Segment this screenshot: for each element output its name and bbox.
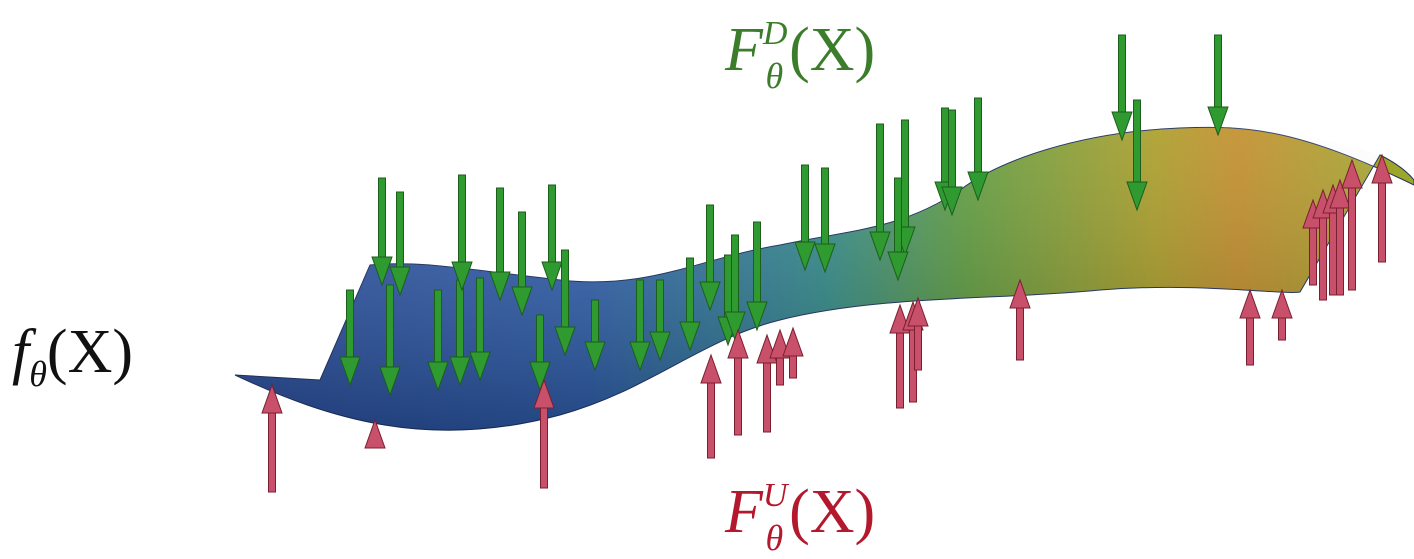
label-sup: D bbox=[762, 15, 788, 52]
label-sub: θ bbox=[29, 354, 47, 394]
arrow-shaft bbox=[1320, 218, 1327, 300]
force-arrow bbox=[542, 185, 562, 290]
arrow-shaft bbox=[562, 250, 569, 327]
label-args: (X) bbox=[789, 16, 875, 84]
force-arrow bbox=[701, 355, 721, 458]
arrow-shaft bbox=[708, 383, 715, 458]
arrow-shaft bbox=[790, 356, 797, 378]
label-sub: θ bbox=[765, 518, 783, 558]
arrow-shaft bbox=[657, 280, 664, 332]
arrow-shaft bbox=[764, 363, 771, 432]
arrow-shaft bbox=[537, 315, 544, 362]
diagram: fθ(X) FDθ(X) FUθ(X) bbox=[0, 0, 1414, 559]
arrow-shaft bbox=[1215, 35, 1222, 107]
arrow-shaft bbox=[497, 188, 504, 272]
arrow-head bbox=[1272, 290, 1292, 318]
arrow-shaft bbox=[477, 278, 484, 352]
label-base: F bbox=[724, 478, 764, 546]
force-arrow bbox=[728, 330, 748, 435]
arrow-shaft bbox=[1017, 308, 1024, 360]
arrow-shaft bbox=[541, 408, 548, 488]
force-arrow bbox=[1342, 160, 1362, 290]
arrow-shaft bbox=[435, 290, 442, 362]
arrow-shaft bbox=[1279, 318, 1286, 340]
force-arrow bbox=[770, 330, 790, 385]
arrow-shaft bbox=[895, 178, 902, 252]
arrow-shaft bbox=[897, 333, 904, 408]
arrow-shaft bbox=[877, 124, 884, 232]
label-sub: θ bbox=[765, 56, 783, 96]
force-arrow bbox=[1112, 35, 1132, 140]
arrow-shaft bbox=[725, 255, 732, 317]
arrow-head bbox=[701, 355, 721, 383]
force-arrow bbox=[1208, 35, 1228, 135]
label-args: (X) bbox=[47, 318, 133, 386]
arrow-shaft bbox=[637, 280, 644, 342]
label-sup: U bbox=[763, 477, 790, 514]
arrow-shaft bbox=[459, 175, 466, 262]
arrow-shaft bbox=[1379, 183, 1386, 262]
arrow-shaft bbox=[942, 108, 949, 182]
arrow-shaft bbox=[1119, 35, 1126, 112]
label-base: F bbox=[724, 16, 764, 84]
arrow-head bbox=[1240, 290, 1260, 318]
arrow-shaft bbox=[949, 110, 956, 187]
arrow-shaft bbox=[347, 290, 354, 357]
force-arrow bbox=[1240, 290, 1260, 365]
arrow-shaft bbox=[397, 192, 404, 267]
arrow-shaft bbox=[519, 212, 526, 287]
force-arrow bbox=[262, 385, 282, 492]
arrow-shaft bbox=[732, 235, 739, 312]
arrow-shaft bbox=[902, 120, 909, 227]
arrow-shaft bbox=[1247, 318, 1254, 365]
force-arrow bbox=[783, 328, 803, 378]
arrow-shaft bbox=[975, 98, 982, 172]
arrow-shaft bbox=[707, 205, 714, 282]
arrow-shaft bbox=[754, 222, 761, 302]
surface-label: fθ(X) bbox=[12, 318, 133, 394]
arrow-shaft bbox=[1349, 188, 1356, 290]
arrow-head bbox=[783, 328, 803, 356]
arrow-shaft bbox=[1330, 213, 1337, 295]
label-args: (X) bbox=[789, 478, 875, 546]
arrow-shaft bbox=[802, 165, 809, 242]
arrow-shaft bbox=[822, 168, 829, 244]
arrow-shaft bbox=[549, 185, 556, 262]
arrow-shaft bbox=[1134, 100, 1141, 182]
arrow-shaft bbox=[1310, 228, 1317, 285]
arrow-shaft bbox=[457, 280, 464, 357]
arrow-shaft bbox=[735, 358, 742, 435]
arrow-shaft bbox=[915, 326, 922, 370]
force-arrow bbox=[870, 124, 890, 260]
arrow-shaft bbox=[1337, 208, 1344, 295]
force-arrow bbox=[1272, 290, 1292, 340]
arrow-shaft bbox=[269, 413, 276, 492]
arrow-shaft bbox=[777, 358, 784, 385]
arrow-shaft bbox=[387, 285, 394, 367]
arrow-shaft bbox=[592, 300, 599, 342]
arrow-shaft bbox=[379, 178, 386, 257]
arrow-shaft bbox=[687, 258, 694, 322]
